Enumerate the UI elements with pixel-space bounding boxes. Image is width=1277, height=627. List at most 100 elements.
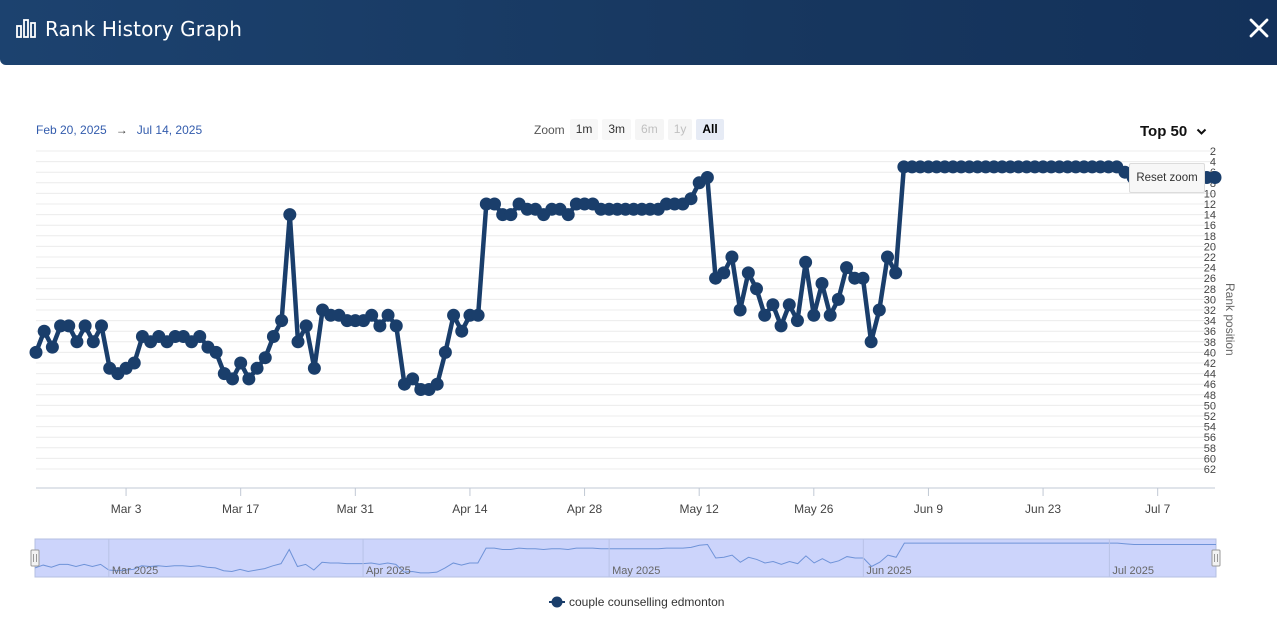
data-point[interactable] xyxy=(275,314,289,328)
data-point[interactable] xyxy=(307,361,321,375)
data-point[interactable] xyxy=(389,319,403,333)
data-point[interactable] xyxy=(750,282,763,296)
data-point[interactable] xyxy=(29,345,43,359)
data-point[interactable] xyxy=(299,319,313,333)
y-tick-label: 4 xyxy=(1210,157,1216,169)
data-point[interactable] xyxy=(725,250,739,264)
data-point[interactable] xyxy=(70,335,84,349)
series-couple-counselling-edmonton[interactable] xyxy=(29,160,1222,396)
data-point[interactable] xyxy=(95,319,108,333)
y-tick-label: 52 xyxy=(1204,411,1216,423)
x-tick-label: Jun 9 xyxy=(914,502,944,516)
y-tick-label: 38 xyxy=(1204,337,1216,349)
data-point[interactable] xyxy=(250,361,264,375)
data-point[interactable] xyxy=(283,208,297,222)
data-point[interactable] xyxy=(406,372,420,386)
data-point[interactable] xyxy=(45,340,59,354)
data-point[interactable] xyxy=(758,308,772,322)
y-tick-label: 58 xyxy=(1204,443,1216,455)
close-icon[interactable] xyxy=(1245,14,1273,42)
x-tick-label: Mar 17 xyxy=(222,502,260,516)
data-point[interactable] xyxy=(504,208,518,222)
y-tick-label: 24 xyxy=(1204,263,1216,275)
data-point[interactable] xyxy=(823,308,837,322)
data-point[interactable] xyxy=(37,324,51,338)
navigator-handle[interactable] xyxy=(30,549,40,567)
data-point[interactable] xyxy=(733,303,747,317)
data-point[interactable] xyxy=(226,372,239,386)
zoom-3m-button[interactable]: 3m xyxy=(602,119,632,140)
data-point[interactable] xyxy=(831,292,845,306)
zoom-selector: Zoom 1m 3m 6m 1y All xyxy=(534,119,728,140)
data-point[interactable] xyxy=(234,356,248,370)
data-point[interactable] xyxy=(1208,171,1222,184)
data-point[interactable] xyxy=(488,197,501,211)
y-axis-label: Rank position xyxy=(1223,283,1237,356)
data-point[interactable] xyxy=(365,308,379,322)
range-from[interactable]: Feb 20, 2025 xyxy=(36,123,107,137)
navigator-handle[interactable] xyxy=(1211,549,1221,567)
x-tick-label: Jul 7 xyxy=(1145,502,1171,516)
reset-zoom-button[interactable]: Reset zoom xyxy=(1129,163,1205,193)
modal-title: Rank History Graph xyxy=(45,17,242,41)
data-point[interactable] xyxy=(471,308,485,322)
data-point[interactable] xyxy=(561,208,575,222)
data-point[interactable] xyxy=(455,324,469,338)
data-point[interactable] xyxy=(799,255,813,269)
zoom-label: Zoom xyxy=(534,122,565,137)
data-point[interactable] xyxy=(381,308,395,322)
data-point[interactable] xyxy=(700,171,714,184)
y-tick-label: 26 xyxy=(1204,273,1216,285)
y-tick-label: 42 xyxy=(1204,358,1216,370)
data-point[interactable] xyxy=(790,314,804,328)
range-to[interactable]: Jul 14, 2025 xyxy=(136,123,203,137)
data-point[interactable] xyxy=(78,319,92,333)
x-tick-label: Apr 28 xyxy=(567,502,603,516)
data-point[interactable] xyxy=(266,330,280,343)
y-tick-label: 32 xyxy=(1204,305,1216,317)
y-tick-label: 60 xyxy=(1204,453,1216,465)
data-point[interactable] xyxy=(258,351,272,365)
data-point[interactable] xyxy=(373,319,387,333)
zoom-1y-button: 1y xyxy=(667,119,693,140)
data-point[interactable] xyxy=(209,345,223,359)
chart-legend[interactable]: couple counselling edmonton xyxy=(549,595,724,609)
data-point[interactable] xyxy=(881,250,894,264)
data-point[interactable] xyxy=(815,277,829,290)
data-point[interactable] xyxy=(242,372,256,386)
data-point[interactable] xyxy=(889,266,903,280)
modal-header: Rank History Graph xyxy=(0,0,1277,65)
data-point[interactable] xyxy=(62,319,76,333)
zoom-1m-button[interactable]: 1m xyxy=(569,119,599,140)
data-point[interactable] xyxy=(782,298,796,312)
data-point[interactable] xyxy=(684,192,698,206)
data-point[interactable] xyxy=(430,377,444,391)
y-tick-label: 54 xyxy=(1204,422,1216,434)
data-point[interactable] xyxy=(127,356,141,370)
navigator-label: Apr 2025 xyxy=(366,565,411,577)
data-point[interactable] xyxy=(193,330,207,343)
y-tick-label: 10 xyxy=(1204,188,1216,200)
data-point[interactable] xyxy=(438,345,452,359)
data-point[interactable] xyxy=(807,308,821,322)
data-point[interactable] xyxy=(840,261,854,275)
zoom-all-button[interactable]: All xyxy=(696,119,724,140)
data-point[interactable] xyxy=(291,335,305,349)
data-point[interactable] xyxy=(447,308,461,322)
navigator-label: May 2025 xyxy=(612,565,660,577)
y-tick-label: 34 xyxy=(1204,316,1216,328)
zoom-6m-button: 6m xyxy=(635,119,664,140)
top-results-dropdown[interactable]: Top 50 xyxy=(1140,123,1207,140)
data-point[interactable] xyxy=(717,266,731,280)
data-point[interactable] xyxy=(766,298,780,312)
data-point[interactable] xyxy=(872,303,886,317)
data-point[interactable] xyxy=(86,335,100,349)
data-point[interactable] xyxy=(741,266,755,280)
data-point[interactable] xyxy=(774,319,788,333)
navigator[interactable]: Mar 2025 Apr 2025 May 2025 Jun 2025 Jul 2025 xyxy=(30,538,1221,578)
x-tick-label: Mar 31 xyxy=(337,502,375,516)
data-point[interactable] xyxy=(856,271,870,285)
navigator-window[interactable] xyxy=(34,538,1217,578)
y-tick-label: 20 xyxy=(1204,241,1216,253)
data-point[interactable] xyxy=(864,335,878,349)
